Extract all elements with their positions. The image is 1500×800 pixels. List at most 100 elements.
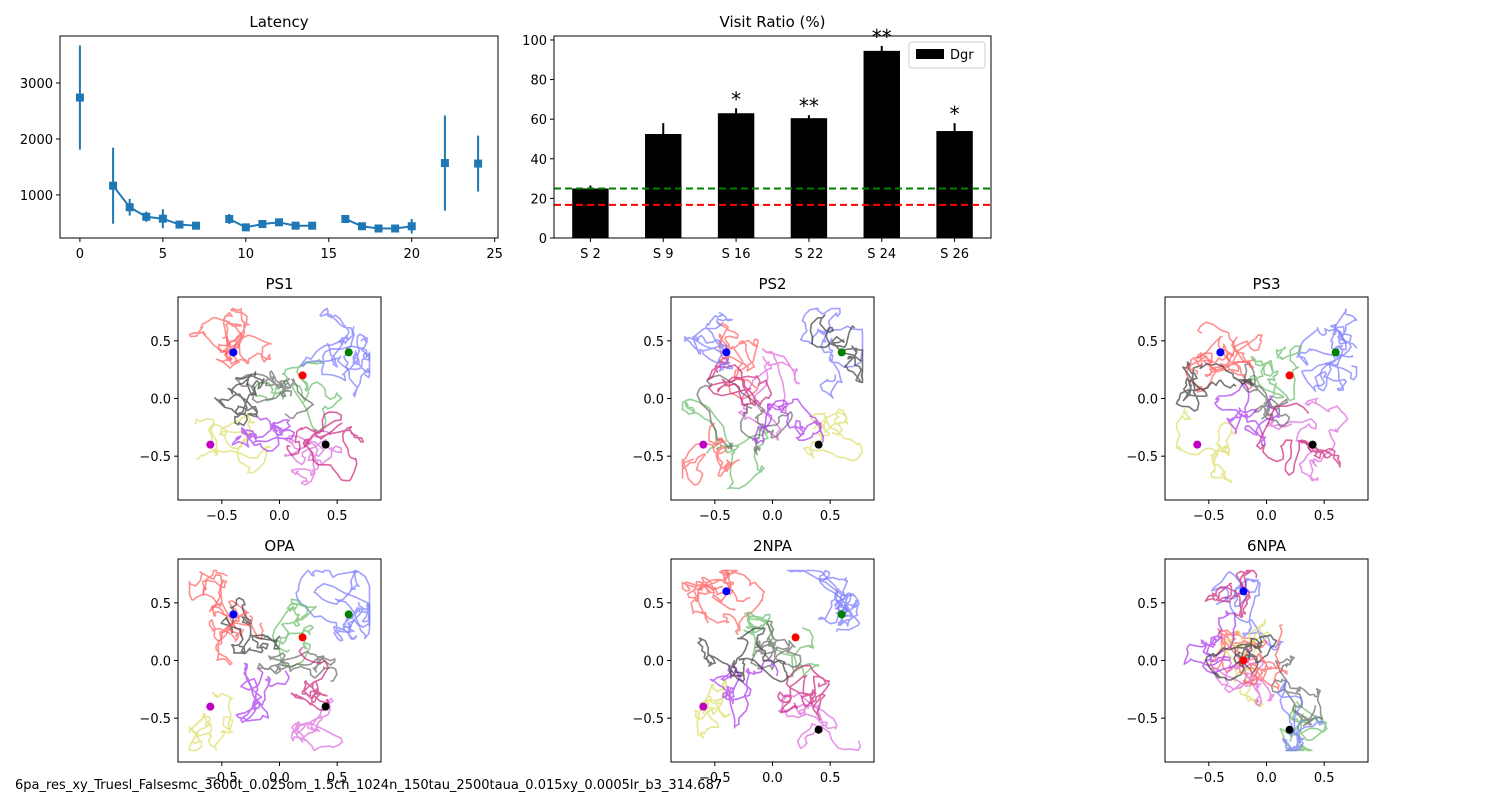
trajectory-path: [696, 374, 794, 456]
trajectory-path: [706, 357, 773, 407]
goal-marker: [298, 633, 307, 642]
goal-marker: [814, 440, 823, 449]
trajectory-path: [1238, 624, 1288, 691]
goal-marker: [1308, 440, 1317, 449]
visit-ratio-ytick-label: 0: [539, 232, 547, 247]
latency-point: [474, 159, 483, 168]
map-ytick-label: 0.5: [1137, 335, 1158, 350]
trajectory-path: [809, 314, 864, 384]
latency-xtick-label: 0: [76, 247, 84, 262]
trajectory-map: [1175, 308, 1358, 484]
trajectory-path: [1204, 569, 1258, 619]
map-ytick-label: 0.0: [643, 655, 664, 670]
map-xtick-label: 0.0: [762, 771, 783, 786]
visit-ratio-ytick-label: 80: [530, 74, 547, 89]
latency-axes-frame: [59, 35, 499, 239]
goal-marker: [1193, 440, 1202, 449]
trajectory-path: [743, 611, 820, 678]
trajectory-path: [1301, 308, 1358, 393]
goal-marker: [1285, 725, 1294, 734]
map-ytick-label: 0.5: [643, 335, 664, 350]
map-ytick-label: −0.5: [139, 450, 171, 465]
latency-point: [241, 223, 250, 232]
goal-marker: [814, 725, 823, 734]
map-axes-frame: [1164, 296, 1369, 501]
map-axes-frame: [177, 558, 382, 763]
trajectory-path: [1175, 361, 1255, 412]
latency-point: [192, 221, 201, 230]
goal-marker: [1239, 656, 1248, 665]
goal-marker: [722, 348, 731, 357]
visit-ratio-axes-frame: [553, 35, 992, 239]
trajectory-path: [709, 658, 779, 729]
map-ytick-label: −0.5: [1126, 712, 1158, 727]
map-xtick-label: −0.5: [1193, 771, 1225, 786]
goal-marker: [206, 702, 215, 711]
trajectory-path: [803, 408, 864, 462]
trajectory-path: [1270, 655, 1324, 727]
latency-point: [357, 222, 366, 231]
map-ytick-label: 0.5: [1137, 597, 1158, 612]
goal-marker: [722, 587, 731, 596]
trajectory-path: [194, 412, 272, 474]
latency-point: [407, 222, 416, 231]
map-ytick-label: 0.5: [643, 597, 664, 612]
trajectory-map: [1183, 569, 1328, 752]
map-title: PS1: [265, 275, 293, 293]
latency-xtick-label: 5: [159, 247, 167, 262]
map-axes-frame: [1164, 558, 1369, 763]
latency-ytick-label: 2000: [20, 133, 53, 148]
visit-ratio-bar: [572, 188, 609, 238]
trajectory-path: [290, 697, 344, 752]
trajectory-path: [1279, 700, 1328, 752]
goal-marker: [229, 610, 238, 619]
trajectory-path: [717, 321, 759, 401]
latency-point: [75, 93, 84, 102]
map-ytick-label: −0.5: [632, 712, 664, 727]
visit-ratio-xtick-label: S 2: [580, 247, 601, 262]
visit-ratio-bar: [717, 113, 755, 238]
latency-xtick-label: 10: [238, 247, 255, 262]
visit-ratio-xtick-label: S 24: [867, 247, 896, 262]
trajectory-path: [214, 370, 265, 427]
trajectory-map: [681, 569, 862, 752]
trajectory-path: [777, 692, 862, 752]
map-title: OPA: [264, 537, 295, 555]
goal-marker: [344, 348, 353, 357]
map-axes-frame: [177, 296, 382, 501]
latency-point: [391, 224, 400, 233]
significance-annotation: **: [799, 94, 819, 118]
map-xtick-label: 0.5: [820, 771, 841, 786]
map-title: PS2: [758, 275, 786, 293]
latency-point: [341, 214, 350, 223]
latency-point: [109, 181, 118, 190]
trajectory-path: [1183, 610, 1251, 675]
trajectory-path: [1211, 660, 1275, 707]
map-title: PS3: [1252, 275, 1280, 293]
map-xtick-label: 0.5: [327, 509, 348, 524]
footer-caption: 6pa_res_xy_Truesl_Falsesmc_3600t_0.025om…: [15, 778, 723, 793]
goal-marker: [837, 610, 846, 619]
significance-annotation: *: [731, 87, 741, 111]
latency-point: [175, 220, 184, 229]
latency-point: [225, 214, 234, 223]
latency-point: [440, 159, 449, 168]
latency-series-line: [228, 218, 313, 229]
goal-marker: [1285, 371, 1294, 380]
trajectory-path: [235, 662, 290, 724]
visit-ratio-bar: [863, 50, 900, 239]
map-xtick-label: −0.5: [206, 771, 238, 786]
visit-ratio-bar: [936, 131, 973, 238]
visit-ratio-ytick-label: 20: [530, 192, 547, 207]
goal-marker: [321, 440, 330, 449]
map-ytick-label: 0.0: [1137, 393, 1158, 408]
trajectory-path: [334, 569, 371, 634]
map-title: 2NPA: [753, 537, 793, 555]
latency-point: [125, 203, 134, 212]
trajectory-path: [252, 358, 343, 433]
latency-point: [374, 224, 383, 233]
map-xtick-label: 0.5: [820, 509, 841, 524]
latency-title: Latency: [249, 13, 308, 31]
trajectory-path: [1247, 345, 1302, 402]
trajectory-path: [188, 311, 244, 370]
